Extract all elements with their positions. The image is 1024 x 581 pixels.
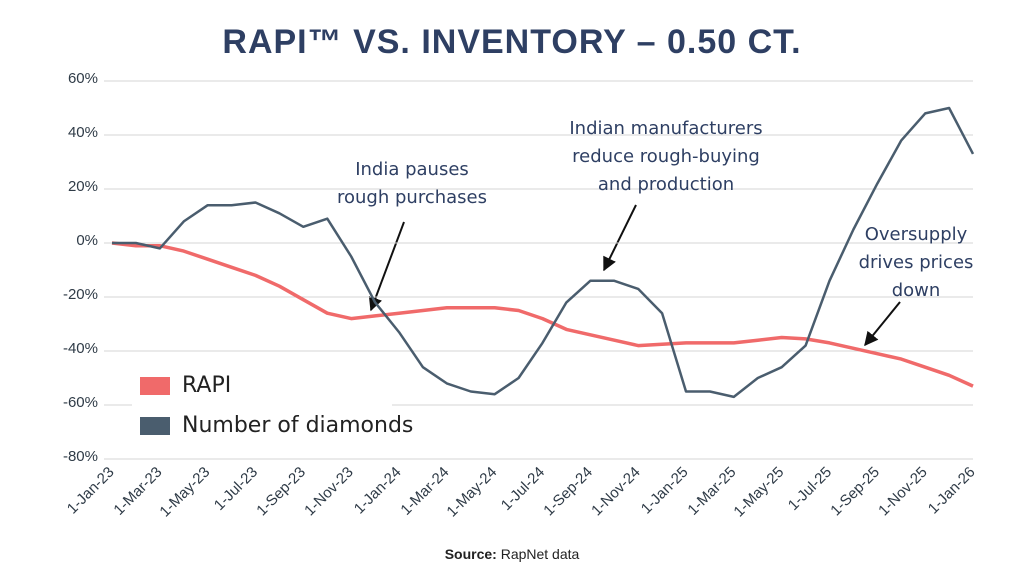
source-label: Source: bbox=[445, 546, 497, 562]
arrows bbox=[368, 204, 901, 347]
annotation: down bbox=[892, 280, 941, 301]
legend-background bbox=[132, 366, 392, 438]
legend-label: Number of diamonds bbox=[182, 413, 413, 438]
x-tick-label: 1-Sep-24 bbox=[540, 464, 596, 520]
annotation: rough purchases bbox=[337, 187, 487, 208]
chart-title: RAPI™ VS. INVENTORY – 0.50 CT. bbox=[222, 23, 801, 61]
annotation: Oversupply bbox=[865, 224, 968, 245]
x-tick-label: 1-Jan-25 bbox=[638, 464, 692, 518]
y-tick-label: -80% bbox=[63, 448, 98, 465]
series-line bbox=[111, 241, 974, 388]
x-tick-label: 1-Sep-25 bbox=[827, 464, 883, 520]
annotation: India pauses bbox=[355, 159, 469, 180]
x-tick-label: 1-Nov-23 bbox=[301, 464, 357, 520]
source-text: RapNet data bbox=[501, 546, 580, 562]
legend-swatch bbox=[140, 417, 170, 435]
y-tick-label: 40% bbox=[68, 124, 98, 141]
x-tick-label: 1-Jan-24 bbox=[351, 464, 405, 518]
source: Source: RapNet data bbox=[445, 546, 580, 562]
y-tick-label: -60% bbox=[63, 394, 98, 411]
series-line bbox=[112, 106, 975, 399]
x-tick-label: 1-Sep-23 bbox=[253, 464, 309, 520]
y-tick-label: 0% bbox=[76, 232, 98, 249]
x-tick-label: 1-May-25 bbox=[730, 464, 787, 521]
legend-swatch bbox=[140, 377, 170, 395]
annotation: and production bbox=[598, 174, 734, 195]
x-tick-label: 1-Nov-25 bbox=[875, 464, 931, 520]
legend-label: RAPI bbox=[182, 373, 231, 398]
arrow bbox=[864, 301, 901, 347]
x-tick-label: 1-Nov-24 bbox=[588, 464, 644, 520]
x-tick-label: 1-Jan-26 bbox=[925, 464, 979, 518]
y-tick-label: -20% bbox=[63, 286, 98, 303]
arrow bbox=[368, 221, 405, 312]
annotation: Indian manufacturers bbox=[569, 118, 762, 139]
y-tick-label: -40% bbox=[63, 340, 98, 357]
annotation: drives prices bbox=[859, 252, 974, 273]
y-tick-label: 20% bbox=[68, 178, 98, 195]
x-tick-label: 1-May-24 bbox=[443, 464, 500, 521]
arrow bbox=[603, 204, 637, 272]
x-tick-label: 1-May-23 bbox=[156, 464, 213, 521]
annotation: reduce rough-buying bbox=[572, 146, 760, 167]
x-tick-label: 1-Jan-23 bbox=[64, 464, 118, 518]
y-tick-label: 60% bbox=[68, 70, 98, 87]
